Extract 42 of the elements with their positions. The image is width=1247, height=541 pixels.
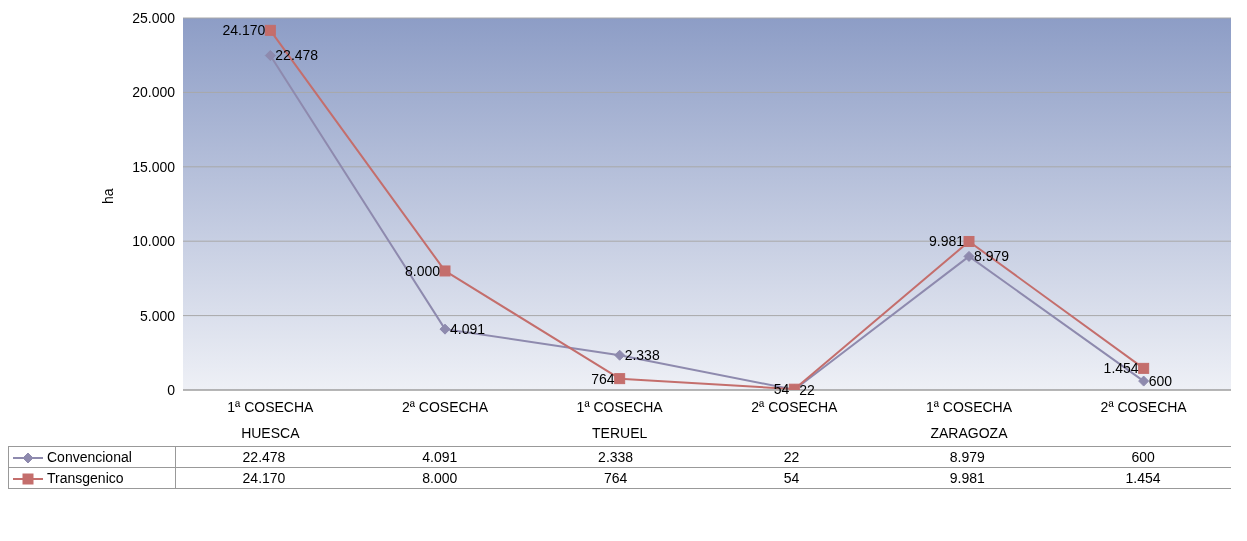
text: 9.981: [928, 233, 964, 250]
text: 8.979: [974, 248, 1010, 265]
data-label: 9.981: [948, 469, 986, 488]
legend-label: Transgenico: [8, 467, 176, 489]
x-tick-label: 1ª COSECHA: [576, 399, 664, 415]
data-label: 8.000: [421, 469, 459, 488]
text: 8.000: [404, 262, 440, 279]
text: 54: [773, 381, 790, 398]
data-label: 1.454: [1124, 469, 1162, 488]
text: 1.454: [1103, 360, 1139, 377]
data-label: 24.170: [175, 467, 352, 489]
data-label: 22.478: [175, 446, 352, 468]
text: 22.478: [275, 47, 319, 64]
text: 4.091: [450, 321, 486, 338]
x-tick-label: 2ª COSECHA: [1100, 399, 1188, 415]
data-label: 764: [602, 469, 629, 488]
data-label: 22: [782, 448, 801, 467]
y-tick-label: 5.000: [139, 307, 176, 324]
y-tick-label: 0: [167, 381, 176, 398]
text: 22: [799, 381, 815, 398]
x-tick-label: 1ª COSECHA: [925, 399, 1013, 415]
data-label: 8.979: [948, 448, 986, 467]
text: TERUEL: [592, 425, 648, 441]
text: HUESCA: [241, 425, 301, 441]
text: 600: [1148, 373, 1173, 390]
data-label: 2.338: [597, 448, 635, 467]
x-tick-label: 2ª COSECHA: [401, 399, 489, 415]
data-label: 4.091: [421, 448, 459, 467]
y-tick-label: 20.000: [132, 84, 176, 101]
x-tick-label: 2ª COSECHA: [751, 399, 839, 415]
data-label: 54: [782, 469, 801, 488]
data-label: 600: [1130, 448, 1156, 467]
text: 764: [591, 370, 615, 387]
y-axis-title: ha: [99, 188, 116, 204]
y-tick-label: 10.000: [132, 233, 176, 250]
y-tick-label: 25.000: [132, 9, 176, 26]
text: ZARAGOZA: [930, 425, 1009, 441]
text: 24.170: [222, 22, 266, 39]
text: 2.338: [624, 347, 660, 364]
y-tick-label: 15.000: [132, 158, 176, 175]
legend-label: Convencional: [8, 446, 176, 468]
x-tick-label: 1ª COSECHA: [227, 399, 315, 415]
